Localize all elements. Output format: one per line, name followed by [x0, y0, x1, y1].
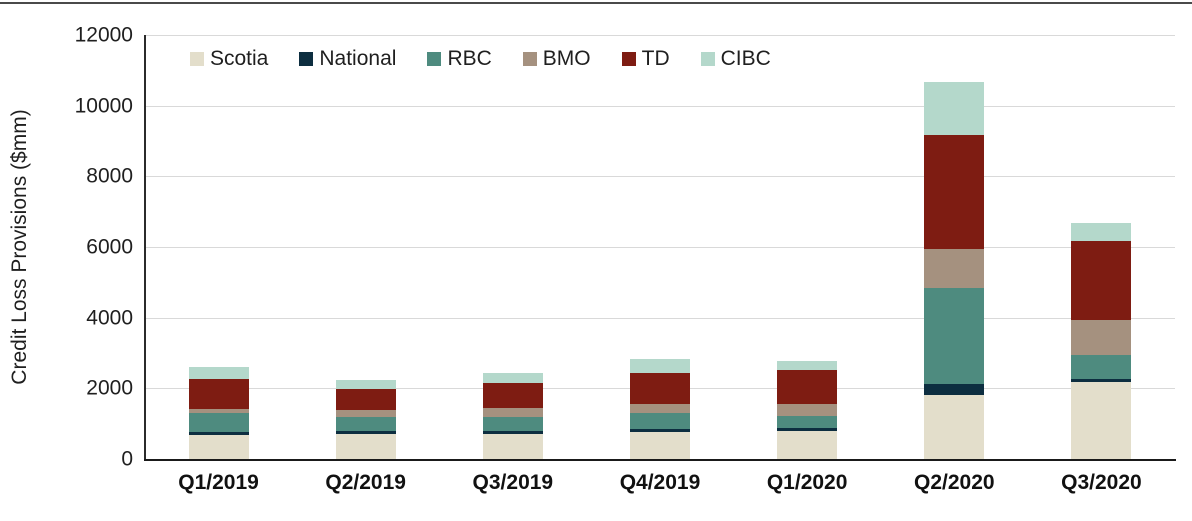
bar-segment-national-q1-2019: [188, 431, 249, 435]
bar-segment-rbc-q2-2020: [924, 287, 985, 385]
bar-segment-national-q3-2020: [1071, 378, 1132, 382]
legend-item-scotia: Scotia: [190, 48, 268, 69]
y-tick-label-0: 0: [121, 447, 133, 471]
bar-segment-rbc-q1-2019: [188, 413, 249, 432]
bar-segment-td-q2-2020: [924, 134, 985, 249]
bar-segment-bmo-q2-2019: [335, 410, 396, 417]
y-axis-title-text: Credit Loss Provisions ($mm): [8, 109, 31, 385]
legend-item-td: TD: [621, 47, 670, 70]
bar-segment-national-q4-2019: [630, 429, 690, 433]
legend-swatch-cibc: [700, 51, 715, 66]
bar-segment-rbc-q4-2019: [630, 412, 690, 430]
bar-segment-scotia-q3-2019: [482, 434, 543, 459]
gridline-6000: [145, 247, 1175, 248]
legend-item-rbc: RBC: [427, 47, 492, 70]
legend-swatch-bmo: [522, 51, 537, 66]
x-tick-label-q3-2020: Q3/2020: [1061, 471, 1142, 494]
bar-segment-td-q2-2019: [335, 389, 396, 411]
y-axis-line: [144, 35, 146, 460]
legend-item-bmo: BMO: [522, 47, 591, 70]
x-tick-label-q2-2020: Q2/2020: [913, 471, 995, 494]
bar-segment-national-q3-2019: [482, 431, 543, 435]
legend-swatch-td: [621, 51, 636, 66]
gridline-4000: [145, 317, 1175, 319]
legend-label-bmo: BMO: [542, 47, 591, 70]
x-axis-line: [144, 459, 1176, 461]
gridline-12000: [145, 35, 1175, 36]
bar-segment-rbc-q3-2019: [482, 416, 543, 432]
bar-segment-cibc-q1-2019: [188, 366, 249, 379]
bar-segment-rbc-q2-2019: [335, 416, 396, 431]
y-tick-label-12000: 12000: [74, 23, 133, 47]
bar-segment-td-q1-2020: [777, 370, 838, 405]
bar-segment-bmo-q4-2019: [630, 404, 690, 413]
y-tick-label-6000: 6000: [86, 235, 133, 259]
bar-segment-national-q1-2020: [777, 428, 838, 432]
x-tick-label-q1-2020: Q1/2020: [766, 471, 848, 494]
legend: Scotia National RBC BMO TD CIBC: [190, 48, 771, 69]
legend-item-cibc: CIBC: [700, 47, 771, 70]
bar-segment-rbc-q1-2020: [777, 416, 838, 429]
legend-swatch-scotia: [190, 51, 204, 66]
y-tick-label-8000: 8000: [86, 164, 133, 188]
bar-segment-bmo-q2-2020: [924, 248, 985, 288]
legend-label-rbc: RBC: [447, 47, 492, 70]
x-tick-label-q4-2019: Q4/2019: [619, 471, 701, 494]
bar-segment-cibc-q3-2019: [482, 372, 543, 383]
legend-label-cibc: CIBC: [720, 47, 771, 70]
bar-segment-scotia-q3-2020: [1071, 381, 1132, 459]
x-tick-label-q2-2019: Q2/2019: [325, 471, 406, 494]
plot-area: Scotia National RBC BMO TD CIBC: [145, 35, 1175, 459]
bar-segment-scotia-q4-2019: [630, 432, 690, 459]
y-tick-label-2000: 2000: [86, 376, 133, 400]
bar-segment-cibc-q4-2019: [630, 359, 690, 373]
bar-segment-national-q2-2019: [335, 430, 396, 434]
top-border-line: [0, 2, 1192, 4]
bar-segment-cibc-q3-2020: [1071, 222, 1132, 242]
bar-segment-cibc-q1-2020: [777, 361, 838, 371]
legend-swatch-national: [299, 51, 314, 66]
bar-segment-td-q1-2019: [188, 378, 249, 409]
gridline-8000: [145, 176, 1175, 178]
bar-segment-cibc-q2-2020: [924, 82, 985, 135]
bar-segment-bmo-q1-2020: [777, 404, 838, 417]
legend-swatch-rbc: [427, 51, 442, 66]
bar-segment-bmo-q3-2020: [1071, 319, 1132, 356]
legend-label-scotia: Scotia: [210, 47, 269, 70]
y-tick-label-4000: 4000: [86, 306, 133, 330]
bar-segment-rbc-q3-2020: [1071, 355, 1132, 379]
bar-segment-td-q3-2019: [482, 382, 543, 408]
bar-segment-scotia-q2-2019: [335, 433, 396, 459]
legend-label-td: TD: [641, 47, 670, 70]
bar-segment-td-q4-2019: [630, 372, 690, 405]
y-tick-label-10000: 10000: [74, 94, 133, 118]
x-tick-label-q3-2019: Q3/2019: [472, 471, 554, 494]
bar-segment-td-q3-2020: [1071, 241, 1132, 320]
bar-segment-bmo-q3-2019: [482, 407, 543, 417]
bar-segment-scotia-q2-2020: [924, 395, 985, 459]
gridline-10000: [145, 105, 1175, 107]
legend-label-national: National: [319, 47, 397, 70]
bar-segment-cibc-q2-2019: [335, 379, 396, 390]
bar-segment-scotia-q1-2020: [777, 431, 838, 459]
bar-segment-national-q2-2020: [924, 384, 985, 396]
bar-segment-bmo-q1-2019: [188, 408, 249, 414]
legend-item-national: National: [299, 48, 396, 69]
x-tick-label-q1-2019: Q1/2019: [178, 471, 259, 494]
bar-segment-scotia-q1-2019: [188, 434, 249, 459]
